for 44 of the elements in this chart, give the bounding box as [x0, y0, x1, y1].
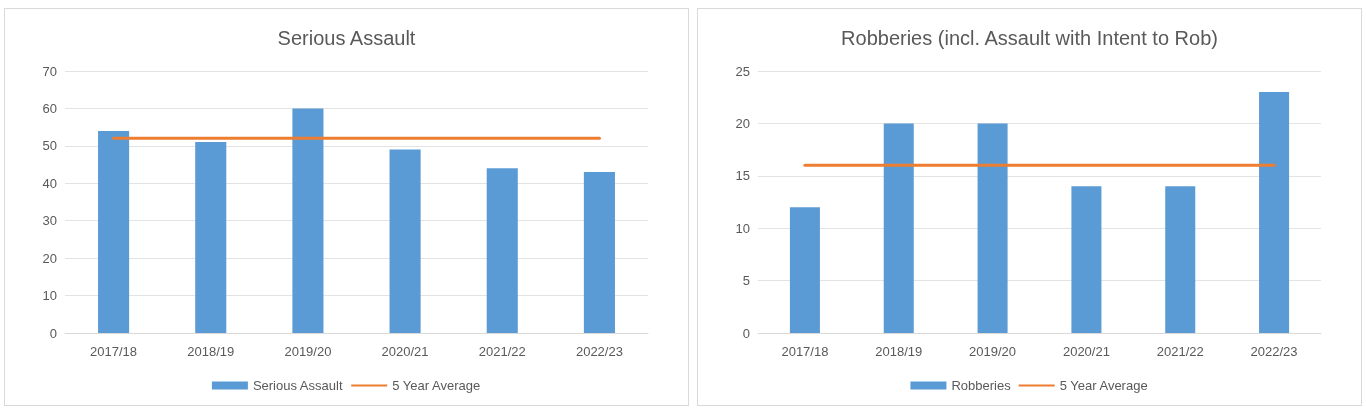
y-tick-label: 0	[742, 325, 750, 341]
y-tick-label: 15	[735, 168, 750, 184]
bar	[789, 207, 820, 333]
legend-label: Serious Assault	[252, 378, 343, 393]
x-tick-label: 2021/22	[478, 344, 526, 359]
x-tick-label: 2020/21	[381, 344, 429, 359]
bar	[486, 168, 518, 333]
x-tick-label: 2019/20	[969, 344, 1017, 359]
bar	[977, 123, 1008, 333]
x-tick-label: 2017/18	[90, 344, 138, 359]
bar	[98, 130, 130, 333]
x-tick-label: 2017/18	[781, 344, 829, 359]
y-tick-label: 50	[42, 138, 57, 154]
x-tick-label: 2019/20	[284, 344, 332, 359]
bar	[1165, 186, 1196, 333]
y-tick-label: 25	[735, 63, 750, 79]
y-tick-label: 20	[735, 115, 750, 131]
y-tick-label: 60	[42, 100, 57, 116]
x-tick-label: 2020/21	[1062, 344, 1110, 359]
bar	[1071, 186, 1102, 333]
y-tick-label: 20	[42, 250, 57, 266]
legend-label: Robberies	[951, 378, 1012, 393]
y-tick-label: 0	[49, 325, 57, 341]
y-tick-label: 5	[742, 273, 750, 289]
y-tick-label: 10	[735, 220, 750, 236]
bar	[1259, 91, 1290, 333]
bar	[195, 142, 227, 333]
y-tick-label: 30	[42, 213, 57, 229]
x-tick-label: 2021/22	[1156, 344, 1204, 359]
bar	[583, 172, 615, 333]
x-tick-label: 2022/23	[575, 344, 623, 359]
x-tick-label: 2018/19	[187, 344, 235, 359]
x-tick-label: 2022/23	[1250, 344, 1298, 359]
bar	[883, 123, 914, 333]
y-tick-label: 40	[42, 175, 57, 191]
y-tick-label: 10	[42, 288, 57, 304]
x-tick-label: 2018/19	[875, 344, 923, 359]
legend-label: 5 Year Average	[392, 378, 481, 393]
legend-label: 5 Year Average	[1059, 378, 1148, 393]
bar	[389, 149, 421, 333]
bar	[292, 108, 324, 333]
y-tick-label: 70	[42, 63, 57, 79]
chart-title: Serious Assault	[277, 27, 416, 49]
chart-title: Robberies (incl. Assault with Intent to Rob)	[841, 27, 1218, 49]
